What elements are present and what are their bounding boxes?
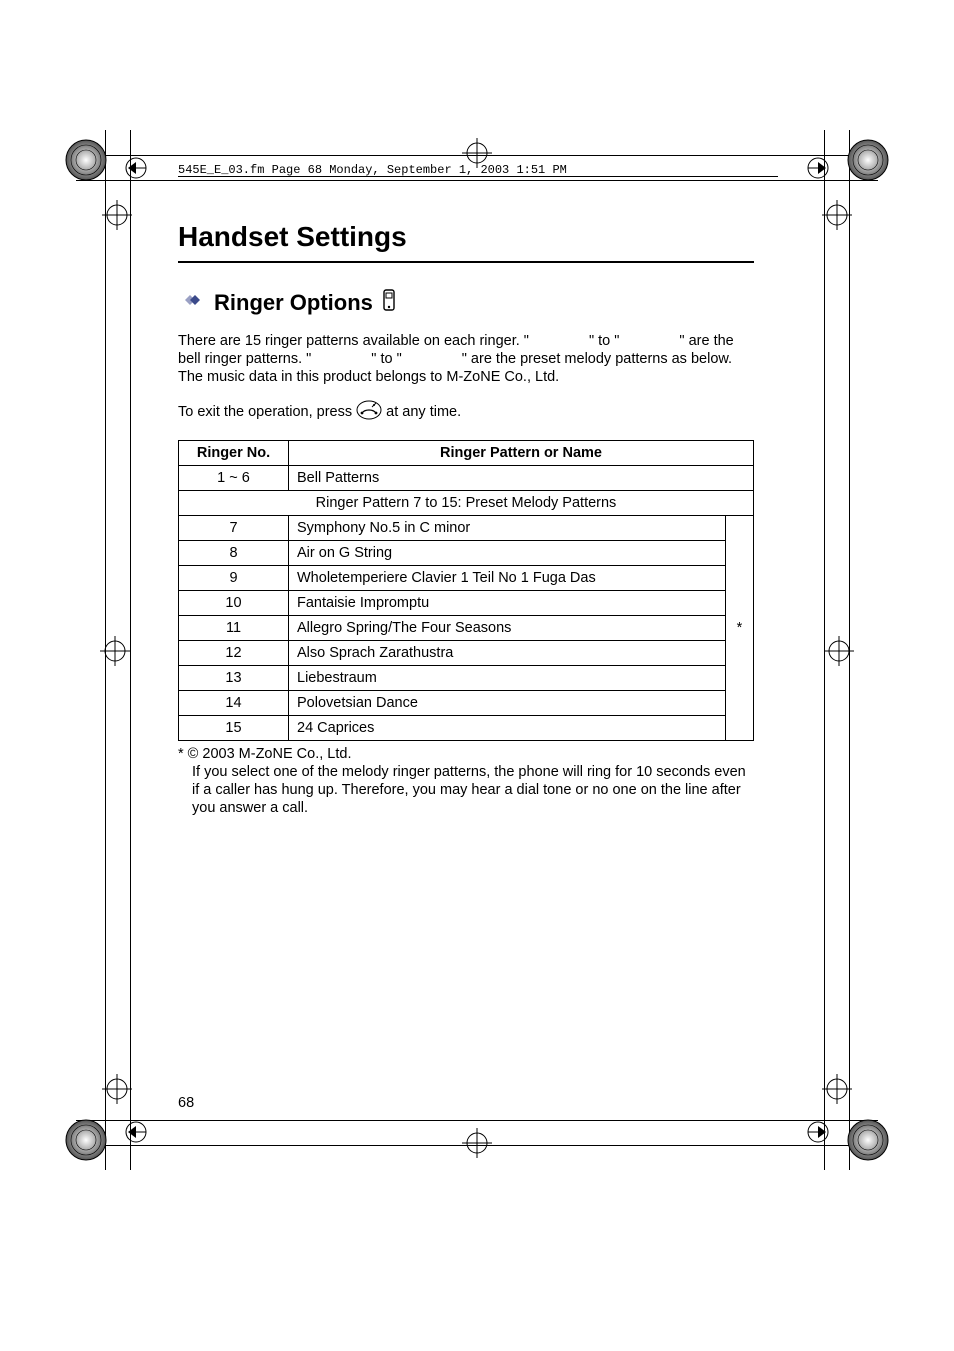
table-header: Ringer Pattern or Name [289, 440, 754, 465]
table-cell: 8 [179, 540, 289, 565]
intro-paragraph: There are 15 ringer patterns available o… [178, 332, 754, 386]
registration-arrow-icon [806, 156, 830, 180]
ringer-table: Ringer No. Ringer Pattern or Name 1 ~ 6 … [178, 440, 754, 741]
crop-line [76, 180, 878, 181]
table-row: 1 ~ 6 Bell Patterns [179, 465, 754, 490]
table-cell: Polovetsian Dance [289, 690, 726, 715]
title-rule [178, 261, 754, 263]
page-root: 545E_E_03.fm Page 68 Monday, September 1… [0, 0, 954, 1351]
table-row: 1524 Caprices [179, 715, 754, 740]
table-cell: 15 [179, 715, 289, 740]
registration-cross-icon [100, 636, 130, 666]
exit-text: at any time. [386, 404, 461, 420]
diamond-bullet-icon [178, 291, 206, 314]
table-header-row: Ringer No. Ringer Pattern or Name [179, 440, 754, 465]
table-row: 13Liebestraum [179, 665, 754, 690]
table-cell: 14 [179, 690, 289, 715]
handset-icon [381, 289, 397, 316]
table-cell: Bell Patterns [289, 465, 754, 490]
table-row: 14Polovetsian Dance [179, 690, 754, 715]
section-heading-row: Ringer Options [178, 289, 754, 316]
framemaker-header: 545E_E_03.fm Page 68 Monday, September 1… [178, 163, 567, 177]
table-cell: Air on G String [289, 540, 726, 565]
table-cell: Wholetemperiere Clavier 1 Teil No 1 Fuga… [289, 565, 726, 590]
registration-cross-icon [824, 636, 854, 666]
registration-arrow-icon [806, 1120, 830, 1144]
registration-arrow-icon [124, 1120, 148, 1144]
footnote-lead: * © 2003 M-ZoNE Co., Ltd. [178, 745, 754, 763]
registration-cross-icon [822, 200, 852, 230]
registration-circle-icon [846, 138, 890, 182]
header-rule [178, 176, 778, 177]
table-cell: Allegro Spring/The Four Seasons [289, 615, 726, 640]
intro-text: " to " [371, 351, 401, 367]
registration-cross-icon [102, 1074, 132, 1104]
registration-circle-icon [846, 1118, 890, 1162]
table-cell: 7 [179, 515, 289, 540]
table-row: 8Air on G String [179, 540, 754, 565]
crop-line [130, 130, 131, 1170]
registration-cross-icon [462, 1128, 492, 1158]
table-cell: 10 [179, 590, 289, 615]
off-button-icon [356, 400, 382, 425]
registration-arrow-icon [124, 156, 148, 180]
table-asterisk-cell: * [726, 515, 754, 740]
table-row: 7 Symphony No.5 in C minor * [179, 515, 754, 540]
intro-text: " are the preset melody patterns as [462, 351, 687, 367]
intro-text: There are 15 ringer patterns available o… [178, 333, 529, 349]
page-title: Handset Settings [178, 221, 754, 253]
registration-cross-icon [102, 200, 132, 230]
intro-text: " are [679, 333, 709, 349]
table-row: 11Allegro Spring/The Four Seasons [179, 615, 754, 640]
exit-instruction: To exit the operation, press at any time… [178, 400, 754, 425]
registration-circle-icon [64, 138, 108, 182]
content-area: Handset Settings Ringer Options There ar… [178, 221, 754, 817]
intro-text: " to " [589, 333, 619, 349]
footnote-body: If you select one of the melody ringer p… [178, 763, 754, 817]
table-cell: 12 [179, 640, 289, 665]
table-cell: 9 [179, 565, 289, 590]
table-cell: Ringer Pattern 7 to 15: Preset Melody Pa… [179, 490, 754, 515]
section-title: Ringer Options [214, 290, 373, 316]
exit-text: To exit the operation, press [178, 404, 356, 420]
table-cell: 24 Caprices [289, 715, 726, 740]
registration-cross-icon [822, 1074, 852, 1104]
table-cell: Fantaisie Impromptu [289, 590, 726, 615]
registration-circle-icon [64, 1118, 108, 1162]
table-row: 12Also Sprach Zarathustra [179, 640, 754, 665]
table-section-row: Ringer Pattern 7 to 15: Preset Melody Pa… [179, 490, 754, 515]
table-header: Ringer No. [179, 440, 289, 465]
table-cell: Symphony No.5 in C minor [289, 515, 726, 540]
page-number: 68 [178, 1095, 194, 1111]
table-cell: Also Sprach Zarathustra [289, 640, 726, 665]
table-cell: Liebestraum [289, 665, 726, 690]
table-cell: 13 [179, 665, 289, 690]
footnote: * © 2003 M-ZoNE Co., Ltd. If you select … [178, 745, 754, 818]
crop-line [76, 1120, 878, 1121]
table-cell: 1 ~ 6 [179, 465, 289, 490]
table-cell: 11 [179, 615, 289, 640]
table-row: 9Wholetemperiere Clavier 1 Teil No 1 Fug… [179, 565, 754, 590]
table-row: 10Fantaisie Impromptu [179, 590, 754, 615]
